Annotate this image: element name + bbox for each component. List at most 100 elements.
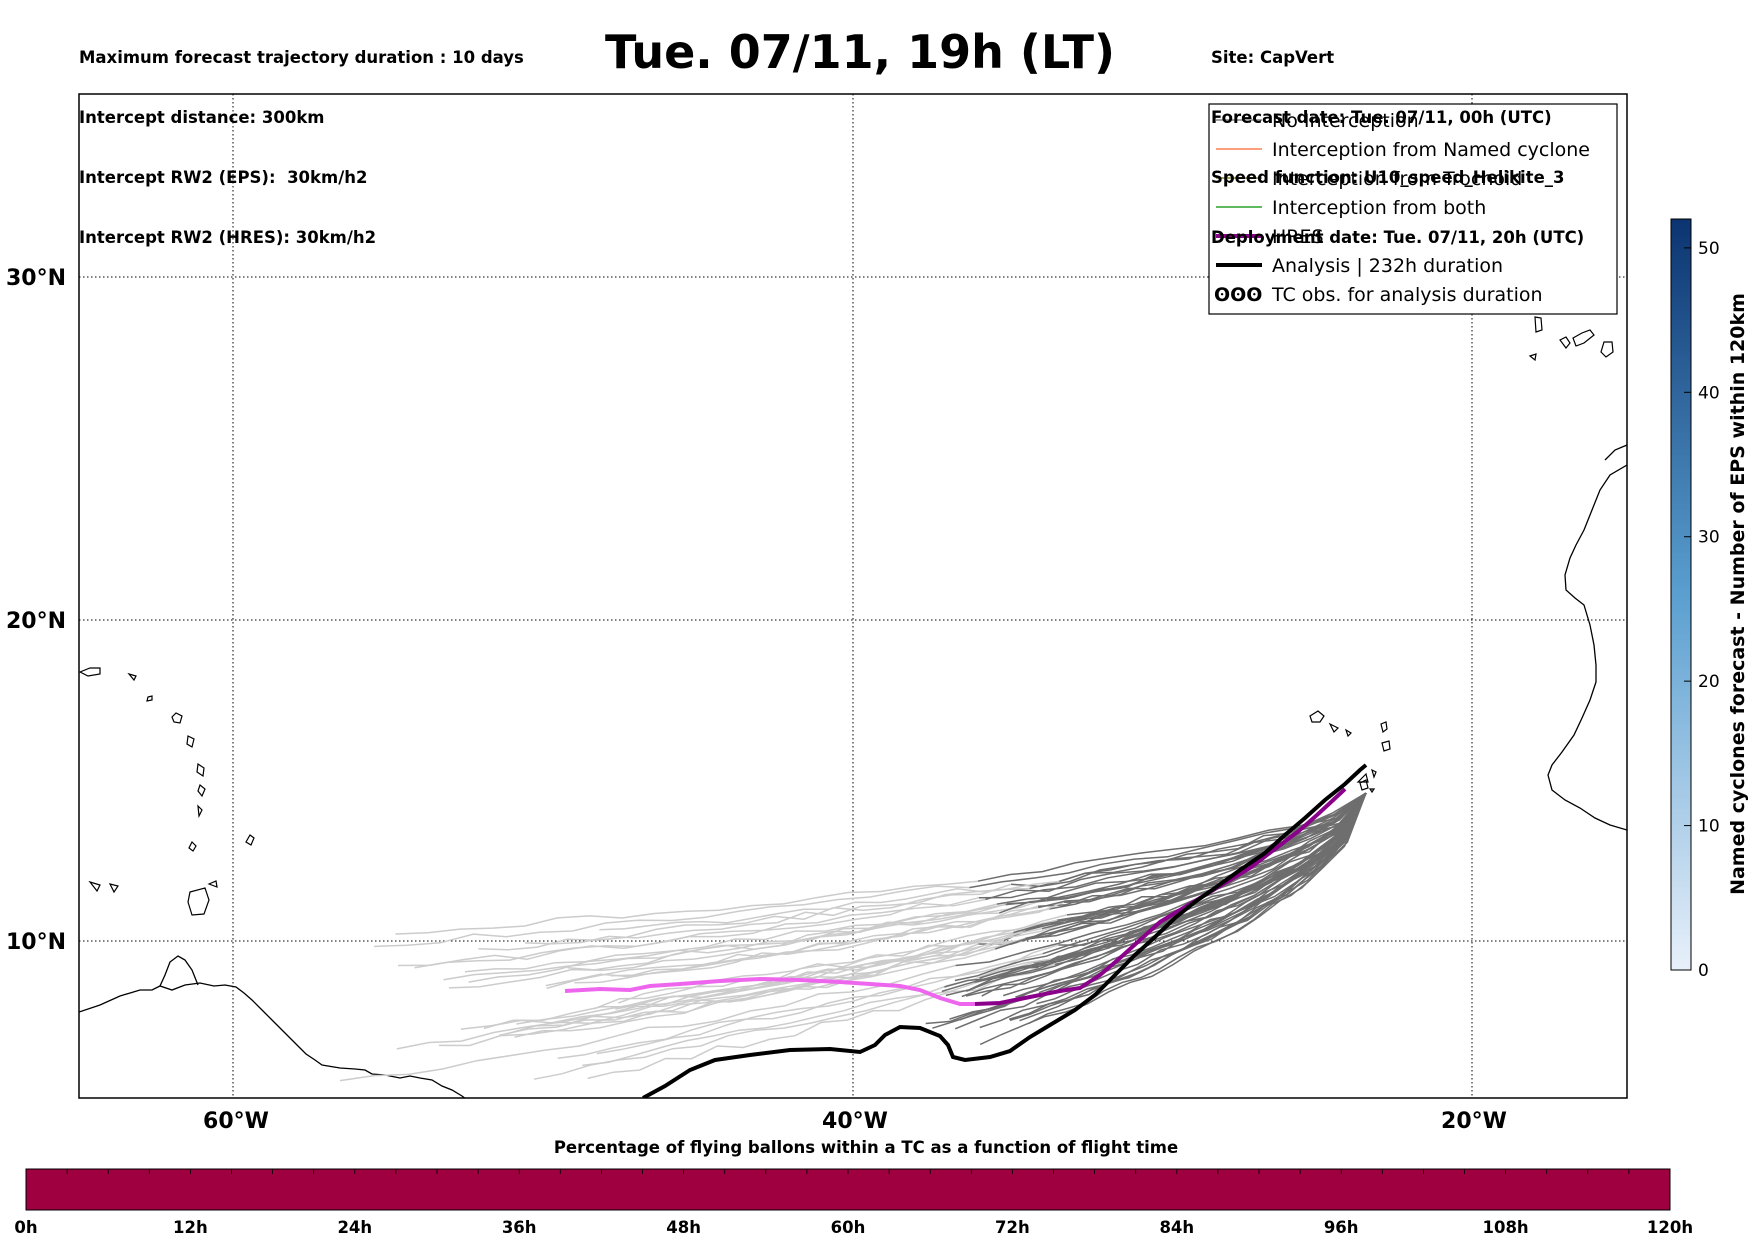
eps-trajectory-near	[996, 792, 1367, 905]
cb-bottom-tick-label-9: 108h	[1482, 1218, 1528, 1237]
canaries-4	[1600, 341, 1614, 358]
page-title: Tue. 07/11, 19h (LT)	[605, 25, 1115, 79]
colorbar-bottom-bar	[25, 1168, 1671, 1211]
eps-trajectory-far	[395, 880, 978, 935]
eps-trajectory-far	[478, 883, 1012, 951]
cb-bottom-tick-label-2: 24h	[337, 1218, 372, 1237]
gridlines	[79, 94, 1627, 1098]
west-africa-coast	[1547, 464, 1627, 831]
eps-trajectory-far	[414, 898, 986, 969]
eps-trajectory-far	[464, 903, 1006, 973]
eps-trajectory-far	[339, 964, 956, 1082]
lat-label-20n: 20°N	[6, 609, 66, 634]
info-max-duration: Maximum forecast trajectory duration : 1…	[79, 48, 524, 67]
eps-trajectory-short	[1015, 792, 1367, 998]
eps-trajectory-far	[524, 887, 1030, 945]
tobago	[207, 880, 218, 888]
south-america-coast	[79, 982, 466, 1098]
legend-label-5: Analysis | 232h duration	[1272, 255, 1503, 277]
abc-islands	[88, 880, 119, 894]
eps-trajectory-far	[567, 898, 1047, 971]
lat-label-30n: 30°N	[6, 266, 66, 291]
legend-label-1: Interception from Named cyclone	[1272, 139, 1590, 161]
lon-labels: 60°W 40°W 20°W	[203, 1109, 1507, 1134]
canaries-2	[1559, 336, 1571, 349]
guadeloupe	[171, 712, 183, 724]
cape-verde-3	[1380, 721, 1388, 734]
canaries-5	[1528, 353, 1537, 362]
islands	[79, 316, 1614, 916]
lon-label-60w: 60°W	[203, 1109, 269, 1134]
cape-verde-1	[1309, 710, 1325, 723]
eps-trajectory-far	[596, 944, 1059, 1055]
cb-right-tick-label-3: 30	[1698, 528, 1720, 548]
eps-trajectory-near	[1025, 792, 1367, 940]
eps-trajectory-far	[599, 880, 1060, 931]
gulf-of-paria	[159, 955, 199, 987]
lon-label-20w: 20°W	[1441, 1109, 1507, 1134]
trinidad	[187, 887, 210, 916]
eps-trajectory-far	[546, 906, 1039, 990]
colorbar-right: 0 10 20 30 40 50 Named cyclones forecast - Nu…	[1670, 218, 1749, 981]
eps-trajectory-near	[1038, 792, 1367, 909]
eps-trajectory-far	[460, 939, 1005, 1030]
legend-label-4: HRES	[1272, 226, 1324, 248]
barbados	[245, 834, 255, 846]
hres-trajectory-late	[974, 787, 1347, 1006]
cape-verde-7	[1371, 768, 1377, 779]
legend-symbol-tc-obs: ʘʘʘ	[1214, 284, 1262, 306]
legend-box	[1208, 103, 1618, 315]
info-speed-function: Speed function: U10_speed_Helikite_3	[1211, 168, 1565, 187]
legend-label-6: TC obs. for analysis duration	[1271, 284, 1543, 306]
cb-bottom-tick-label-7: 84h	[1159, 1218, 1194, 1237]
colorbar-bottom-title: Percentage of flying ballons within a TC…	[554, 1138, 1178, 1157]
lon-label-40w: 40°W	[822, 1109, 888, 1134]
cb-bottom-tick-label-8: 96h	[1324, 1218, 1359, 1237]
eps-trajectory-near	[977, 792, 1367, 882]
eps-trajectory-short	[979, 792, 1367, 1046]
cb-right-tick-label-2: 20	[1698, 672, 1720, 692]
eps-trajectory-short	[1002, 792, 1367, 997]
martinique	[196, 762, 205, 778]
virgin-islands	[127, 672, 137, 682]
canaries-3	[1572, 329, 1595, 347]
legend-label-0: No Interception	[1272, 110, 1419, 132]
info-forecast-date: Forecast date: Tue. 07/11, 00h (UTC)	[1211, 108, 1552, 127]
info-site: Site: CapVert	[1211, 48, 1335, 67]
info-intercept-distance: Intercept distance: 300km	[79, 108, 325, 127]
st-vincent	[197, 804, 203, 819]
colorbar-right-gradient	[1670, 218, 1692, 971]
cb-right-tick-label-4: 40	[1698, 383, 1720, 403]
lat-labels: 30°N 20°N 10°N	[6, 266, 66, 955]
eps-trajectory-far	[514, 937, 1026, 1038]
cb-right-tick-label-5: 50	[1698, 239, 1720, 259]
eps-trajectory-far	[448, 912, 1000, 989]
eps-trajectory-short	[954, 792, 1367, 1030]
forecast-info-right: Site: CapVert Forecast date: Tue. 07/11,…	[1211, 8, 1584, 268]
eps-trajectory-far	[483, 931, 1014, 1030]
cape-verde-6	[1356, 772, 1369, 783]
eps-trajectory-near	[1005, 792, 1367, 906]
legend-label-2: Interception from Trochoid	[1272, 168, 1522, 190]
legend: No Interception Interception from Named c…	[1208, 103, 1618, 315]
puerto-rico	[79, 667, 101, 677]
canaries-1	[1534, 316, 1543, 333]
eps-trajectory-far	[557, 952, 1043, 1060]
map-frame	[78, 93, 1628, 1099]
eps-trajectory-near	[955, 792, 1367, 967]
eps-trajectory-short	[965, 792, 1367, 997]
eps-trajectory-far	[615, 921, 1066, 1010]
legend-label-3: Interception from both	[1272, 197, 1486, 219]
eps-trajectory-near	[969, 792, 1367, 889]
cb-right-tick-label-1: 10	[1698, 817, 1720, 837]
eps-trajectory-near	[1059, 792, 1367, 883]
antigua	[146, 695, 153, 702]
cb-bottom-tick-label-3: 36h	[502, 1218, 537, 1237]
eps-trajectory-near	[1063, 792, 1367, 903]
forecast-info-left: Maximum forecast trajectory duration : 1…	[79, 8, 524, 268]
analysis-trajectory	[642, 763, 1368, 1098]
eps-trajectory-far	[587, 963, 1055, 1080]
eps-trajectory-far	[374, 885, 970, 948]
cb-right-tick-label-0: 0	[1698, 961, 1709, 981]
